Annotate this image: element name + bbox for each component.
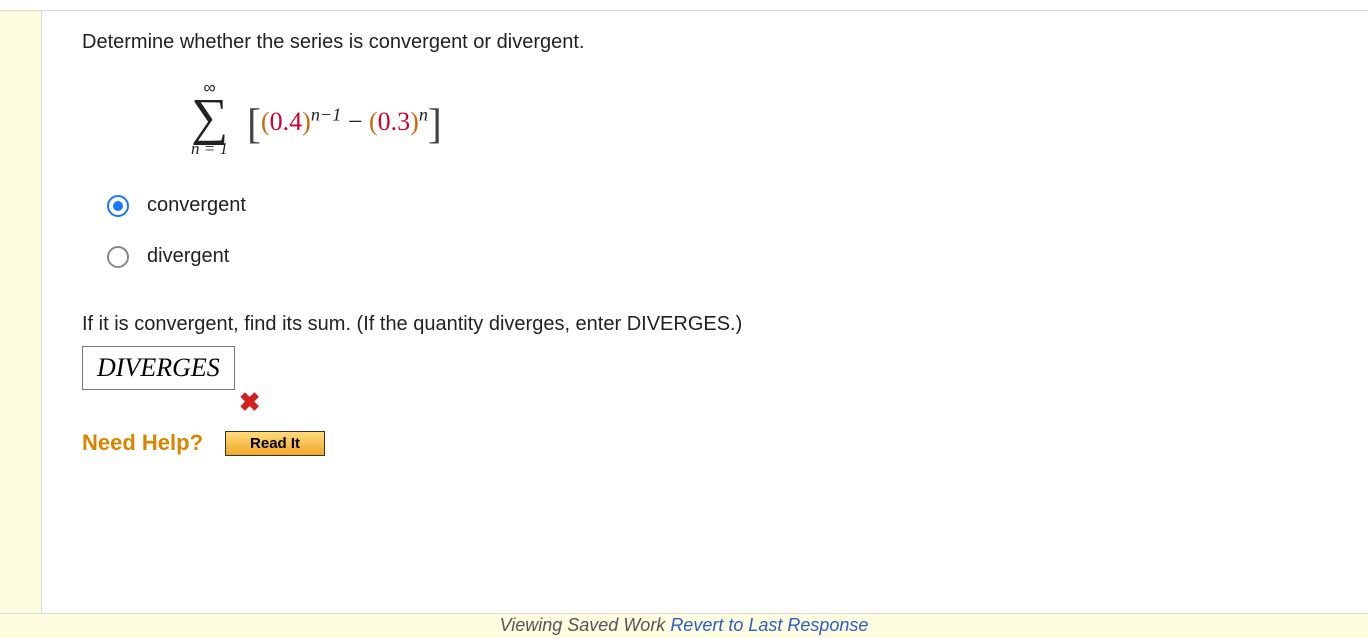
read-it-button[interactable]: Read It <box>225 431 325 456</box>
wrong-icon: ✖ <box>239 387 261 418</box>
option-divergent[interactable]: divergent <box>107 245 1328 268</box>
term-exp-1: n−1 <box>311 104 341 124</box>
sigma-symbol: ∑ <box>182 96 237 140</box>
term-exp-2: n <box>419 104 428 124</box>
summand-expression: [(0.4)n−1 − (0.3)n] <box>247 101 442 149</box>
sigma-lower: n = 1 <box>182 140 237 157</box>
minus-sign: − <box>341 107 369 136</box>
radio-icon <box>107 246 129 268</box>
term-base-2: 0.3 <box>378 107 411 136</box>
followup-prompt: If it is convergent, find its sum. (If t… <box>82 313 1328 336</box>
revert-link[interactable]: Revert to Last Response <box>670 615 868 635</box>
radio-icon <box>107 195 129 217</box>
term-base-1: 0.4 <box>270 107 303 136</box>
content-area: Determine whether the series is converge… <box>42 11 1368 613</box>
radio-group: convergent divergent <box>107 194 1328 268</box>
question-panel: Determine whether the series is converge… <box>0 0 1368 638</box>
answer-row: DIVERGES ✖ <box>82 346 1328 390</box>
option-label: convergent <box>147 194 246 217</box>
footer-bar: Viewing Saved Work Revert to Last Respon… <box>0 613 1368 638</box>
answer-input[interactable]: DIVERGES <box>82 346 235 390</box>
left-highlight-strip <box>0 11 42 613</box>
footer-text: Viewing Saved Work <box>500 615 671 635</box>
option-label: divergent <box>147 245 229 268</box>
need-help-label: Need Help? <box>82 430 203 456</box>
sigma-notation: ∞ ∑ n = 1 <box>182 79 237 157</box>
help-row: Need Help? Read It <box>82 430 1328 456</box>
series-formula: ∞ ∑ n = 1 [(0.4)n−1 − (0.3)n] <box>182 79 1328 169</box>
option-convergent[interactable]: convergent <box>107 194 1328 217</box>
question-prompt: Determine whether the series is converge… <box>82 31 1328 54</box>
